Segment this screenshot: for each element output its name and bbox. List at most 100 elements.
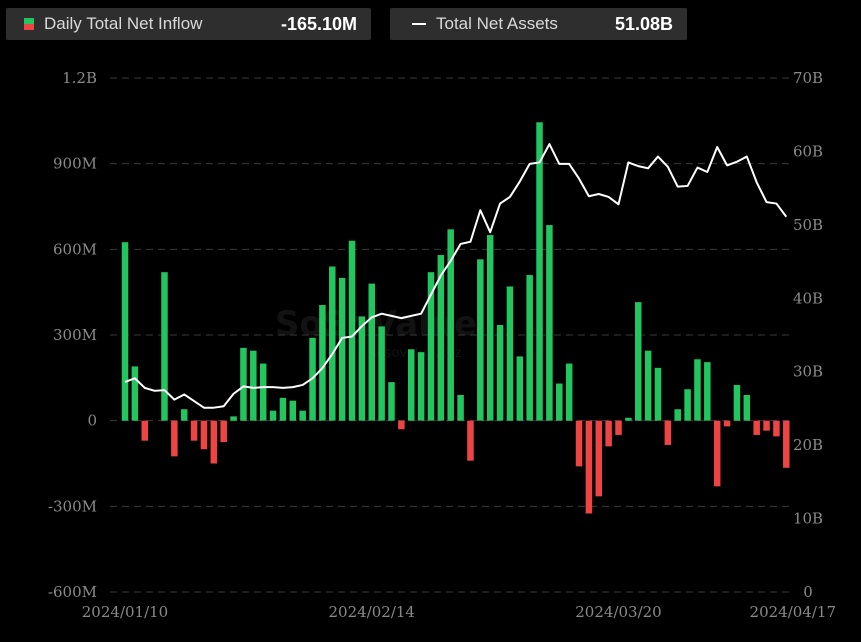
inflow-bar bbox=[289, 400, 297, 421]
inflow-bar bbox=[220, 420, 227, 443]
right-tick-label: 0 bbox=[803, 583, 813, 601]
inflow-bar bbox=[210, 420, 218, 464]
right-tick-label: 60B bbox=[793, 142, 823, 160]
inflow-bar bbox=[240, 347, 247, 421]
inflow-bar bbox=[437, 255, 445, 421]
inflow-bar bbox=[230, 416, 237, 421]
inflow-bar bbox=[496, 325, 504, 421]
inflow-bar bbox=[674, 409, 681, 421]
left-tick-label: 1.2B bbox=[62, 69, 97, 87]
inflow-bar bbox=[595, 420, 603, 497]
x-tick-label: 2024/02/14 bbox=[329, 603, 415, 621]
inflow-bar bbox=[723, 420, 731, 427]
inflow-bar bbox=[644, 350, 652, 421]
inflow-bar bbox=[783, 420, 790, 468]
inflow-bar bbox=[279, 397, 287, 421]
inflow-bars bbox=[121, 122, 790, 514]
inflow-bar bbox=[615, 420, 622, 435]
inflow-bar bbox=[585, 420, 593, 514]
legend-assets[interactable]: Total Net Assets 51.08B bbox=[390, 8, 687, 40]
inflow-bar bbox=[605, 420, 612, 447]
inflow-bar bbox=[180, 409, 188, 421]
inflow-bar bbox=[407, 349, 415, 421]
inflow-bar bbox=[171, 420, 178, 457]
left-tick-label: 900M bbox=[53, 155, 97, 173]
inflow-bar bbox=[358, 316, 366, 421]
positive-swatch bbox=[24, 18, 34, 24]
inflow-bar bbox=[546, 225, 553, 421]
inflow-bar bbox=[753, 420, 760, 435]
inflow-bar bbox=[713, 420, 721, 487]
legend-inflow[interactable]: Daily Total Net Inflow -165.10M bbox=[6, 8, 371, 40]
inflow-bar bbox=[131, 366, 139, 421]
legend-assets-label: Total Net Assets bbox=[436, 14, 558, 33]
inflow-bar bbox=[467, 420, 474, 461]
inflow-bar bbox=[694, 359, 701, 421]
assets-line-swatch-icon bbox=[412, 23, 426, 25]
legend-inflow-value: -165.10M bbox=[280, 13, 357, 34]
inflow-bar bbox=[417, 352, 425, 421]
inflow-bar bbox=[575, 420, 583, 467]
left-tick-label: 600M bbox=[53, 240, 97, 258]
inflow-bar bbox=[250, 350, 257, 421]
inflow-bar bbox=[625, 417, 632, 421]
right-tick-label: 10B bbox=[793, 510, 823, 528]
inflow-bar bbox=[486, 235, 494, 421]
inflow-bar bbox=[526, 275, 533, 421]
inflow-bar bbox=[427, 272, 435, 421]
inflow-bar bbox=[259, 363, 267, 421]
inflow-bar bbox=[161, 272, 168, 421]
watermark: SoSoValue sosovalue.xyz bbox=[275, 304, 477, 361]
inflow-bar bbox=[516, 356, 524, 421]
right-axis: 70B 60B 50B 40B 30B 20B 10B 0 bbox=[793, 69, 823, 601]
inflow-bar bbox=[763, 420, 770, 431]
left-axis: 1.2B 900M 600M 300M 0 -300M -600M bbox=[48, 69, 97, 601]
inflow-bar bbox=[654, 367, 662, 421]
inflow-bar bbox=[121, 242, 129, 421]
inflow-bar bbox=[556, 383, 563, 421]
inflow-bar bbox=[634, 302, 642, 421]
inflow-bar bbox=[190, 420, 198, 441]
negative-swatch bbox=[24, 24, 34, 30]
left-tick-label: -300M bbox=[48, 497, 97, 515]
inflow-bar bbox=[338, 277, 346, 421]
inflow-bar bbox=[664, 420, 672, 445]
inflow-bar bbox=[743, 394, 751, 421]
inflow-bar bbox=[269, 410, 277, 421]
assets-line bbox=[124, 143, 788, 409]
left-tick-label: 300M bbox=[53, 326, 97, 344]
right-tick-label: 50B bbox=[793, 216, 823, 234]
x-axis: 2024/01/10 2024/02/14 2024/03/20 2024/04/17 bbox=[82, 603, 836, 621]
right-tick-label: 70B bbox=[793, 69, 823, 87]
x-tick-label: 2024/03/20 bbox=[575, 603, 661, 621]
inflow-bar bbox=[368, 283, 375, 421]
inflow-bar bbox=[141, 420, 148, 441]
left-tick-label: -600M bbox=[48, 583, 97, 601]
x-tick-label: 2024/04/17 bbox=[750, 603, 836, 621]
inflow-bar bbox=[319, 305, 326, 421]
x-tick-label: 2024/01/10 bbox=[82, 603, 168, 621]
inflow-bar bbox=[684, 389, 691, 421]
inflow-bar bbox=[704, 362, 711, 421]
inflow-bar bbox=[388, 382, 395, 421]
gridlines bbox=[110, 77, 790, 593]
inflow-bar bbox=[565, 363, 573, 421]
inflow-bar bbox=[457, 394, 464, 421]
inflow-bar bbox=[200, 420, 208, 450]
right-tick-label: 30B bbox=[793, 363, 823, 381]
inflow-bar bbox=[299, 410, 306, 421]
inflow-bar bbox=[348, 240, 356, 421]
inflow-bar bbox=[329, 266, 336, 421]
inflow-swatch-icon bbox=[24, 18, 34, 30]
right-tick-label: 20B bbox=[793, 436, 823, 454]
inflow-bar bbox=[477, 259, 484, 421]
inflow-bar bbox=[773, 420, 780, 437]
right-tick-label: 40B bbox=[793, 289, 823, 307]
inflow-bar bbox=[506, 286, 514, 421]
inflow-bar bbox=[447, 229, 454, 421]
left-tick-label: 0 bbox=[87, 412, 97, 430]
inflow-bar bbox=[378, 326, 385, 421]
inflow-bar bbox=[536, 122, 543, 421]
legend-assets-value: 51.08B bbox=[614, 13, 673, 34]
